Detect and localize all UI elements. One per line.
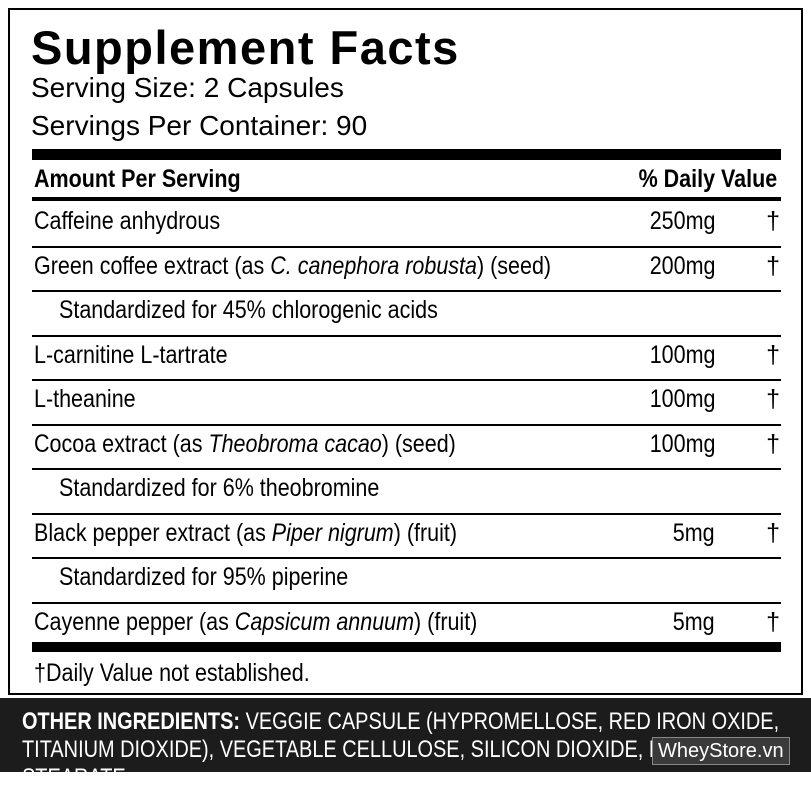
row-rule: [32, 245, 781, 248]
amount: 100mg: [649, 429, 715, 458]
ingredient-name: L-carnitine L-tartrate: [34, 340, 228, 370]
amount: 200mg: [649, 251, 715, 280]
amount: 5mg: [673, 518, 715, 547]
watermark: WheyStore.vn: [652, 737, 790, 765]
row-rule: [32, 290, 781, 292]
ingredient-name: Black pepper extract (as Piper nigrum) (…: [34, 518, 457, 548]
row-rule: [32, 601, 781, 604]
facts-panel: Supplement Facts Serving Size: 2 Capsule…: [8, 8, 803, 695]
name-part: Piper nigrum: [271, 518, 394, 547]
amount: 5mg: [673, 607, 715, 636]
daily-value: †: [766, 251, 780, 280]
page: Supplement Facts Serving Size: 2 Capsule…: [0, 8, 811, 772]
row-rule: [32, 557, 781, 559]
amount: 100mg: [649, 340, 715, 369]
serving-size: Serving Size: 2 Capsules: [31, 72, 344, 103]
sub-row: Standardized for 95% piperine: [59, 563, 349, 591]
name-part: Theobroma cacao: [208, 429, 382, 458]
ingredient-name: Green coffee extract (as C. canephora ro…: [34, 251, 551, 281]
name-part: Caffeine anhydrous: [34, 207, 221, 235]
daily-value: †: [766, 607, 780, 636]
ingredient-name: Cocoa extract (as Theobroma cacao) (seed…: [34, 429, 456, 459]
footnote: †Daily Value not established.: [34, 659, 310, 687]
ingredient-name: Cayenne pepper (as Capsicum annuum) (fru…: [34, 607, 477, 637]
daily-value: †: [766, 385, 780, 413]
name-part: C. canephora robusta: [270, 251, 477, 280]
daily-value: †: [766, 518, 780, 547]
daily-value: †: [766, 429, 780, 458]
row-rule: [32, 423, 781, 426]
title: Supplement Facts: [31, 21, 460, 74]
name-part: ) (seed): [381, 429, 456, 458]
amount: 250mg: [649, 207, 715, 235]
name-part: Black pepper extract (as: [34, 518, 272, 547]
ingredient-name: L-theanine: [34, 384, 136, 414]
name-part: Green coffee extract (as: [34, 251, 271, 280]
row-rule: [32, 379, 781, 381]
name-part: ) (fruit): [414, 607, 478, 636]
sub-row: Standardized for 45% chlorogenic acids: [59, 296, 438, 324]
row-rule: [32, 468, 781, 470]
amount: 100mg: [649, 385, 715, 413]
name-part: L-carnitine L-tartrate: [34, 340, 228, 369]
column-header: Amount Per Serving: [34, 165, 241, 193]
name-part: Cayenne pepper (as: [34, 607, 235, 636]
rule: [32, 197, 781, 201]
daily-value: †: [766, 340, 780, 369]
servings-per-container: Servings Per Container: 90: [31, 110, 368, 141]
column-header: % Daily Value: [638, 165, 777, 193]
name-part: Cocoa extract (as: [34, 429, 209, 458]
name-part: ) (fruit): [393, 518, 457, 547]
thick-rule: [32, 642, 781, 652]
thick-rule: [32, 149, 781, 160]
label: OTHER INGREDIENTS:: [22, 708, 241, 735]
daily-value: †: [766, 207, 780, 235]
row-rule: [32, 512, 781, 515]
name-part: L-theanine: [34, 385, 136, 413]
name-part: ) (seed): [476, 251, 552, 280]
name-part: Capsicum annuum: [234, 607, 415, 636]
row-rule: [32, 334, 781, 337]
ingredient-name: Caffeine anhydrous: [34, 206, 220, 236]
sub-row: Standardized for 6% theobromine: [59, 474, 380, 502]
